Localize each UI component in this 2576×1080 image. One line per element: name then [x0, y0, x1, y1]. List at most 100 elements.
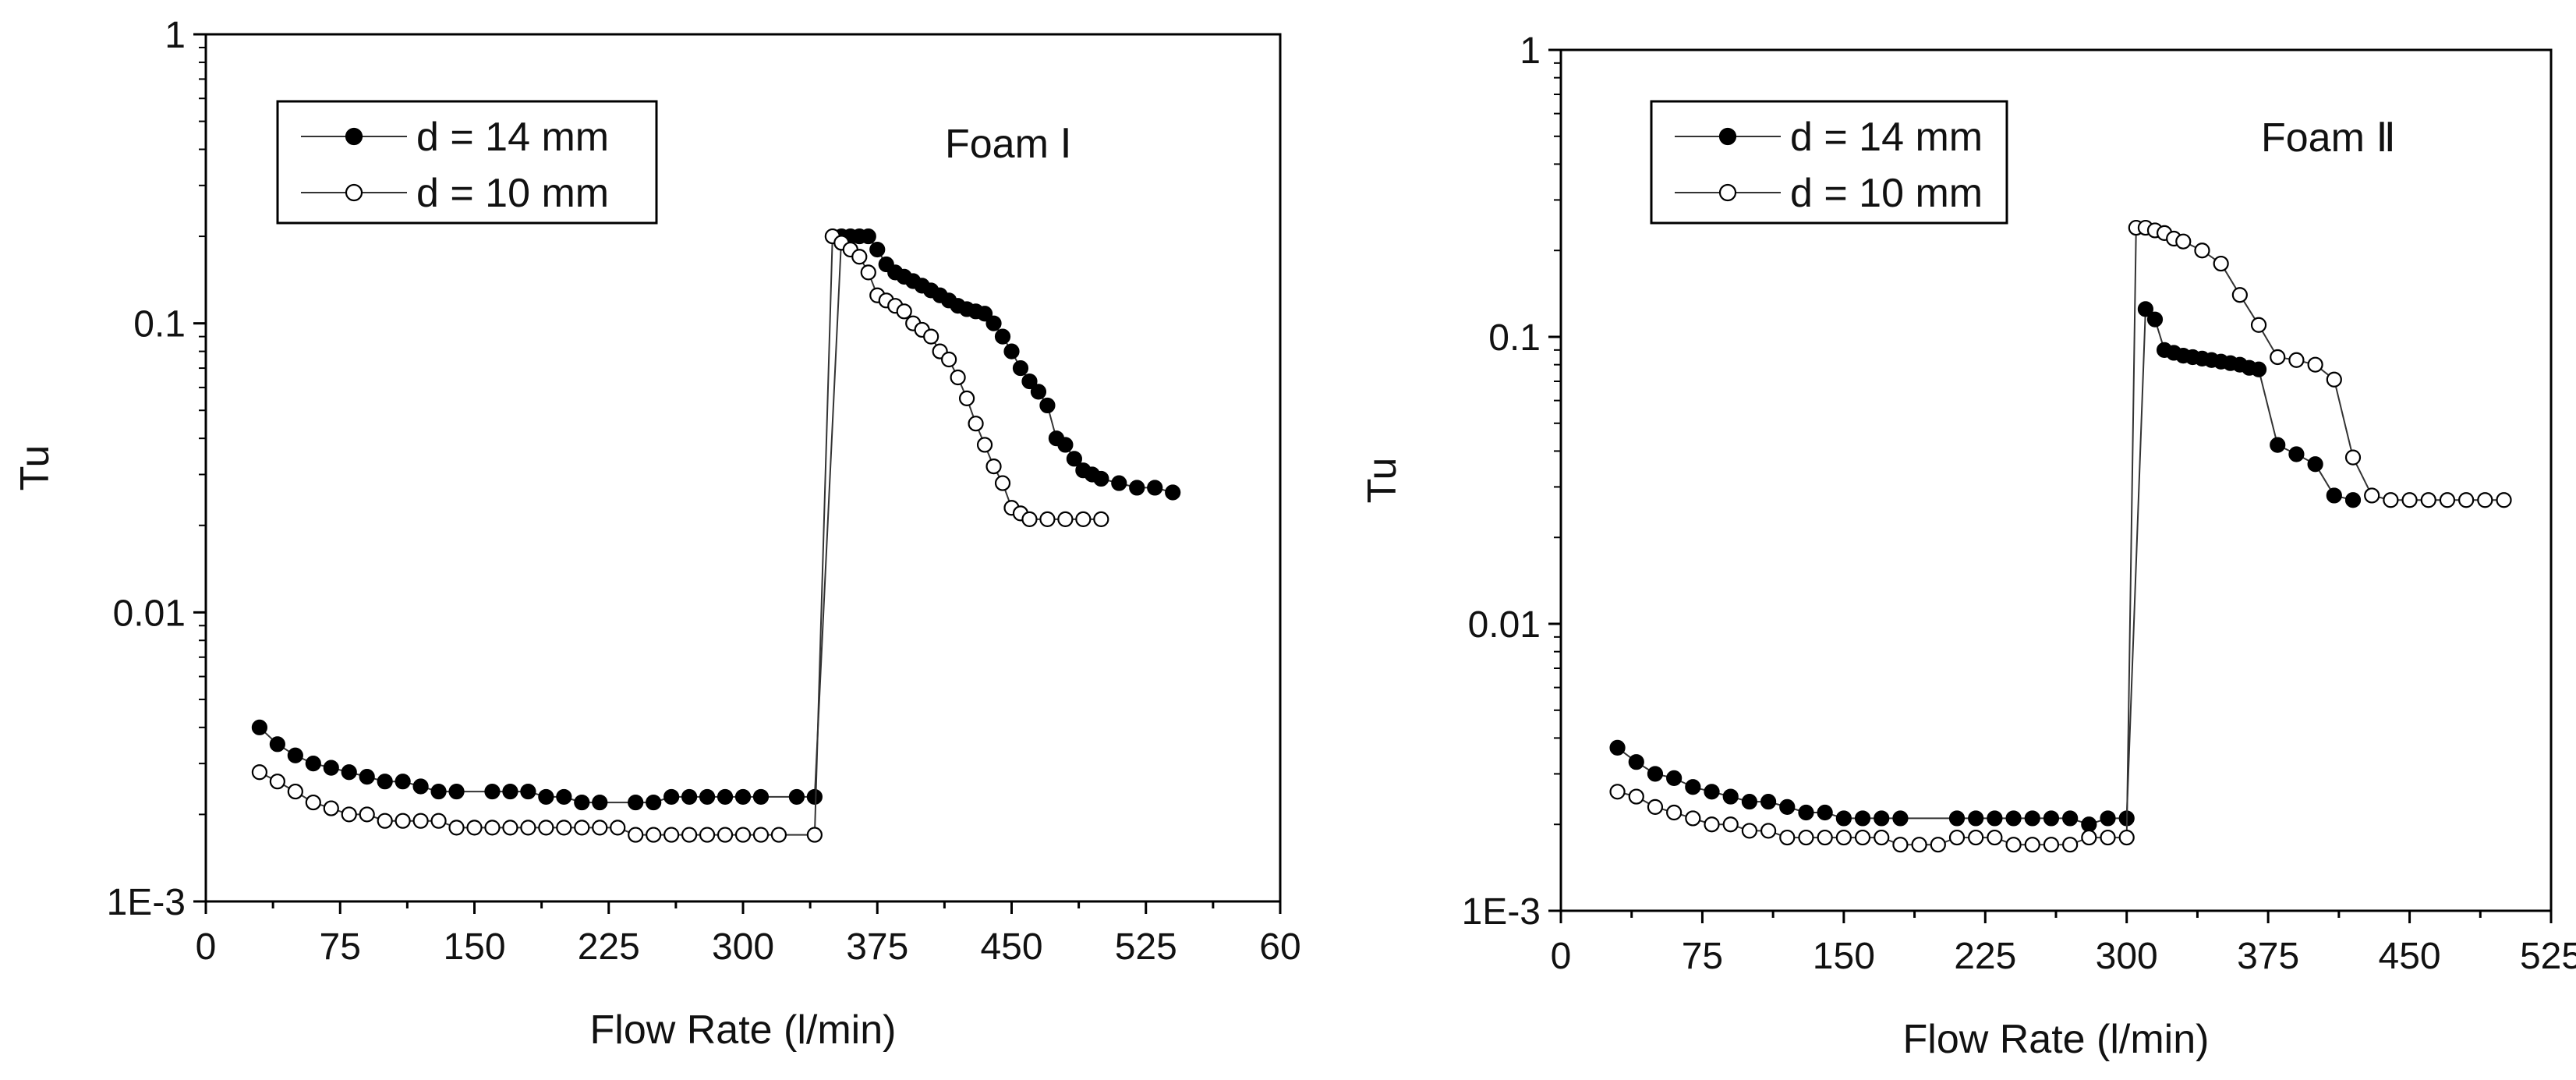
- data-point: [923, 328, 939, 345]
- x-tick-label: 225: [1954, 936, 2016, 977]
- data-point: [1628, 788, 1644, 805]
- data-point: [1165, 484, 1181, 501]
- data-point: [1892, 810, 1909, 827]
- data-point: [1798, 804, 1814, 821]
- data-point: [1147, 480, 1163, 496]
- x-tick-label: 525: [2520, 936, 2576, 977]
- data-point: [2439, 492, 2456, 508]
- data-point: [1628, 754, 1644, 770]
- data-point: [251, 719, 267, 735]
- data-point: [2081, 829, 2097, 846]
- legend-marker: [1718, 183, 1737, 202]
- data-point: [770, 827, 787, 843]
- data-point: [788, 788, 805, 806]
- data-point: [412, 813, 429, 829]
- data-point: [2383, 492, 2399, 508]
- data-point: [1647, 798, 1664, 815]
- data-point: [646, 794, 662, 811]
- data-point: [574, 794, 590, 811]
- x-tick-label: 375: [2237, 936, 2299, 977]
- data-point: [395, 774, 411, 790]
- data-point: [681, 788, 698, 806]
- data-point: [287, 747, 303, 763]
- data-point: [2344, 449, 2362, 466]
- y-tick-label: 0.1: [133, 304, 186, 345]
- data-point: [663, 827, 680, 843]
- data-point: [2043, 810, 2060, 827]
- data-point: [994, 475, 1011, 491]
- y-tick-label: 1E-3: [1462, 891, 1541, 933]
- data-point: [1874, 829, 1890, 846]
- data-point: [1854, 829, 1871, 846]
- data-point: [734, 788, 752, 806]
- data-point: [2250, 361, 2267, 377]
- data-point: [806, 788, 823, 806]
- data-point: [1012, 359, 1029, 377]
- data-point: [941, 351, 957, 368]
- data-point: [323, 760, 339, 776]
- data-point: [860, 264, 876, 281]
- data-point: [2250, 317, 2267, 333]
- data-point: [2344, 492, 2362, 508]
- data-point: [1057, 437, 1074, 453]
- x-tick-label: 60: [1259, 926, 1300, 968]
- data-point: [994, 328, 1011, 345]
- data-point: [699, 788, 716, 806]
- data-point: [502, 820, 518, 836]
- x-tick-label: 0: [1551, 936, 1572, 977]
- data-point: [681, 827, 698, 843]
- data-point: [1874, 810, 1890, 827]
- data-point: [1129, 480, 1145, 496]
- data-point: [484, 820, 501, 836]
- data-point: [2231, 287, 2248, 303]
- data-point: [341, 764, 357, 781]
- chart-foam-1: 0 75 150 225 300 375 450 525 60 1E-3 0.01 0.1 1 Flow …: [12, 15, 1301, 1053]
- y-tick-label: 0.01: [113, 593, 186, 634]
- x-tick-label: 150: [443, 926, 505, 968]
- data-point: [448, 783, 465, 800]
- data-point: [269, 736, 285, 752]
- data-point: [860, 228, 876, 245]
- x-axis-label: Flow Rate (l/min): [1903, 1017, 2210, 1062]
- data-point: [1968, 829, 1984, 846]
- data-point: [1609, 784, 1626, 800]
- data-point: [1722, 816, 1739, 833]
- data-point: [1930, 837, 1946, 853]
- data-point: [610, 820, 626, 836]
- data-point: [2081, 816, 2097, 833]
- data-point: [574, 820, 590, 836]
- legend-label: d = 10 mm: [1790, 171, 1983, 216]
- data-point: [502, 783, 518, 800]
- data-point: [1685, 779, 1701, 795]
- data-point: [1798, 829, 1814, 846]
- data-point: [2307, 456, 2323, 473]
- data-point: [1741, 823, 1758, 839]
- data-point: [1039, 397, 1056, 414]
- data-point: [646, 827, 662, 843]
- data-point: [2100, 810, 2116, 827]
- data-point: [752, 788, 770, 806]
- series-line-2: [1617, 227, 2504, 846]
- data-point: [2288, 446, 2305, 462]
- data-point: [484, 783, 501, 800]
- data-point: [976, 437, 993, 453]
- x-tick-label: 450: [980, 926, 1042, 968]
- data-point: [2477, 492, 2493, 508]
- data-point: [1911, 837, 1927, 853]
- data-point: [717, 788, 734, 806]
- y-tick-label: 0.1: [1488, 317, 1541, 359]
- data-point: [1030, 384, 1047, 400]
- data-point: [520, 783, 536, 800]
- data-point: [1057, 511, 1074, 527]
- data-point: [1760, 793, 1777, 810]
- data-point: [395, 813, 411, 829]
- data-point: [412, 778, 429, 795]
- data-point: [1066, 451, 1082, 467]
- data-point: [2005, 837, 2022, 853]
- data-point: [806, 827, 823, 843]
- data-point: [2062, 837, 2079, 853]
- y-tick-label: 1E-3: [107, 882, 186, 923]
- data-point: [1075, 511, 1092, 527]
- data-point: [1948, 810, 1966, 827]
